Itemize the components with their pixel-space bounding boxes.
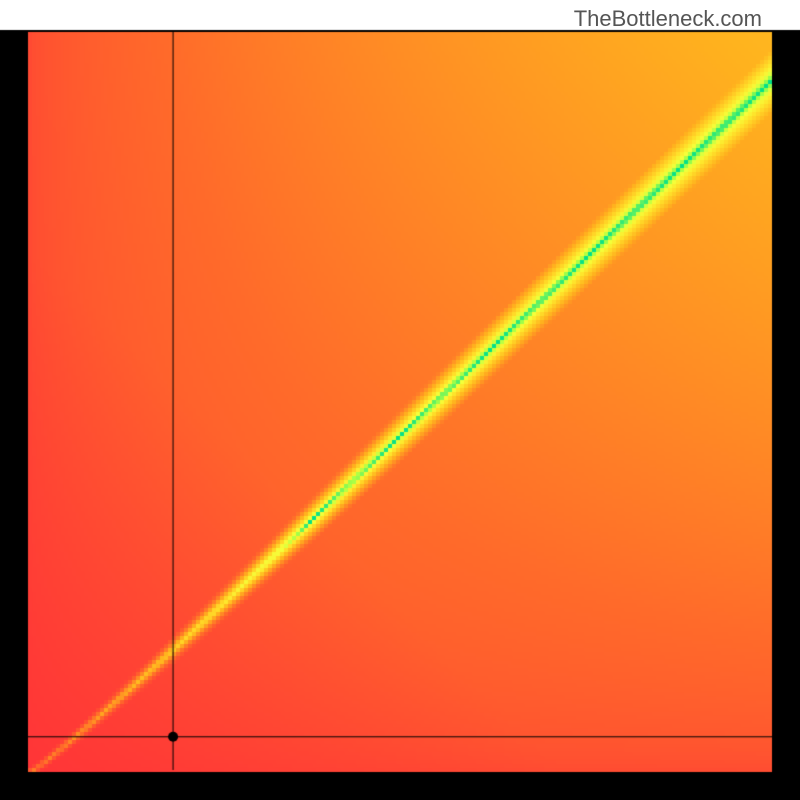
watermark: TheBottleneck.com: [574, 6, 762, 32]
chart-container: TheBottleneck.com: [0, 0, 800, 800]
heatmap-chart: [0, 0, 800, 800]
